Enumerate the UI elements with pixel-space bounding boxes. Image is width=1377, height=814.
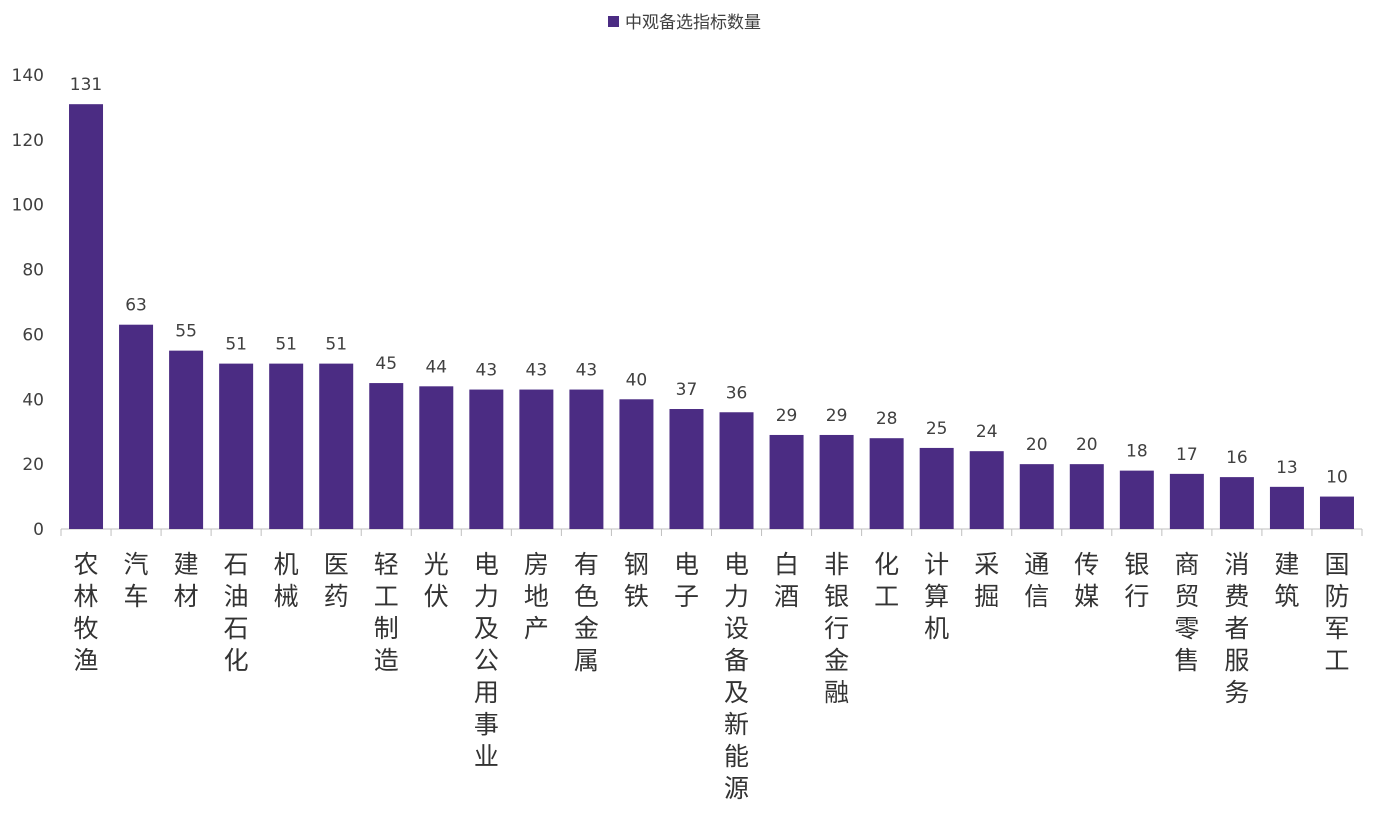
data-label: 10: [1326, 468, 1348, 488]
data-label: 51: [325, 335, 347, 355]
category-label: 汽车: [124, 550, 149, 611]
bar: [69, 104, 104, 529]
category-label: 传媒: [1074, 550, 1099, 611]
bar: [219, 363, 254, 529]
category-labels: 农林牧渔汽车建材石油石化机械医药轻工制造光伏电力及公用事业房地产有色金属钢铁电子…: [74, 550, 1350, 803]
bar: [919, 447, 954, 529]
y-tick-label: 60: [22, 325, 44, 345]
category-label: 通信: [1024, 550, 1049, 611]
data-label: 43: [526, 361, 548, 381]
bar: [119, 324, 154, 529]
bar: [1269, 486, 1304, 529]
y-tick-label: 120: [12, 131, 44, 151]
category-label: 计算机: [924, 550, 949, 643]
data-label: 36: [726, 383, 748, 403]
bar: [269, 363, 304, 529]
category-label: 消费者服务: [1224, 550, 1249, 707]
category-label: 电力及公用事业: [474, 550, 499, 771]
y-tick-label: 100: [12, 196, 44, 216]
category-label: 国防军工: [1324, 550, 1349, 675]
data-labels: 131 63 55 51 51 51 45 44 43 43 43 40 37 36 29 29 28 25 24 2…: [70, 75, 1348, 487]
bar: [1319, 496, 1354, 529]
bar: [319, 363, 354, 529]
data-label: 17: [1176, 445, 1198, 465]
legend-swatch: [608, 16, 619, 27]
category-label: 电力设备及新能源: [724, 550, 749, 803]
y-tick-label: 80: [22, 261, 44, 281]
legend: 中观备选指标数量: [608, 13, 761, 33]
data-label: 63: [125, 296, 147, 316]
data-label: 43: [476, 361, 498, 381]
category-label: 建筑: [1274, 550, 1299, 611]
bar: [569, 389, 604, 529]
category-label: 银行: [1124, 550, 1149, 611]
category-label: 有色金属: [574, 550, 599, 675]
category-label: 化工: [874, 550, 899, 611]
y-tick-label: 0: [33, 520, 44, 540]
data-label: 20: [1026, 435, 1048, 455]
data-label: 29: [826, 406, 848, 426]
bar: [669, 409, 704, 529]
bar: [419, 386, 454, 529]
data-label: 29: [776, 406, 798, 426]
data-label: 40: [626, 370, 648, 390]
bar: [869, 438, 904, 529]
data-label: 51: [225, 335, 247, 355]
data-label: 55: [175, 322, 197, 342]
category-label: 轻工制造: [374, 550, 399, 675]
x-axis: [60, 528, 1363, 536]
data-label: 45: [375, 354, 397, 374]
data-label: 20: [1076, 435, 1098, 455]
bar: [1169, 473, 1204, 529]
legend-label: 中观备选指标数量: [625, 13, 761, 33]
bar: [819, 434, 854, 529]
y-tick-label: 140: [12, 66, 44, 86]
data-label: 16: [1226, 448, 1248, 468]
category-label: 建材: [174, 550, 199, 611]
data-label: 43: [576, 361, 598, 381]
category-label: 房地产: [524, 550, 549, 643]
data-label: 51: [275, 335, 297, 355]
category-label: 白酒: [774, 550, 799, 611]
category-label: 农林牧渔: [74, 550, 99, 675]
bar: [969, 451, 1004, 529]
bar: [719, 412, 754, 529]
bar: [1019, 464, 1054, 529]
bar: [369, 383, 404, 529]
data-label: 44: [425, 357, 447, 377]
bar: [169, 350, 204, 529]
category-label: 钢铁: [624, 550, 649, 611]
category-label: 光伏: [424, 550, 449, 611]
bar-series: [69, 104, 1354, 529]
bar: [619, 399, 654, 529]
data-label: 28: [876, 409, 898, 429]
y-axis: 0 20 40 60 80 100 120 140: [12, 66, 44, 540]
category-label: 非银行金融: [824, 550, 849, 707]
bar: [1119, 470, 1154, 529]
category-label: 医药: [324, 550, 349, 611]
data-label: 18: [1126, 442, 1148, 462]
y-tick-label: 20: [22, 455, 44, 475]
data-label: 13: [1276, 458, 1298, 478]
data-label: 24: [976, 422, 998, 442]
bar: [769, 434, 804, 529]
data-label: 25: [926, 419, 948, 439]
category-label: 机械: [274, 550, 299, 611]
category-label: 商贸零售: [1174, 550, 1199, 675]
bar: [519, 389, 554, 529]
data-label: 37: [676, 380, 698, 400]
bar: [1069, 464, 1104, 529]
category-label: 石油石化: [224, 550, 249, 675]
category-label: 电子: [674, 550, 699, 611]
y-tick-label: 40: [22, 390, 44, 410]
category-label: 采掘: [974, 550, 999, 611]
bar: [469, 389, 504, 529]
bar: [1219, 477, 1254, 529]
data-label: 131: [70, 75, 102, 95]
